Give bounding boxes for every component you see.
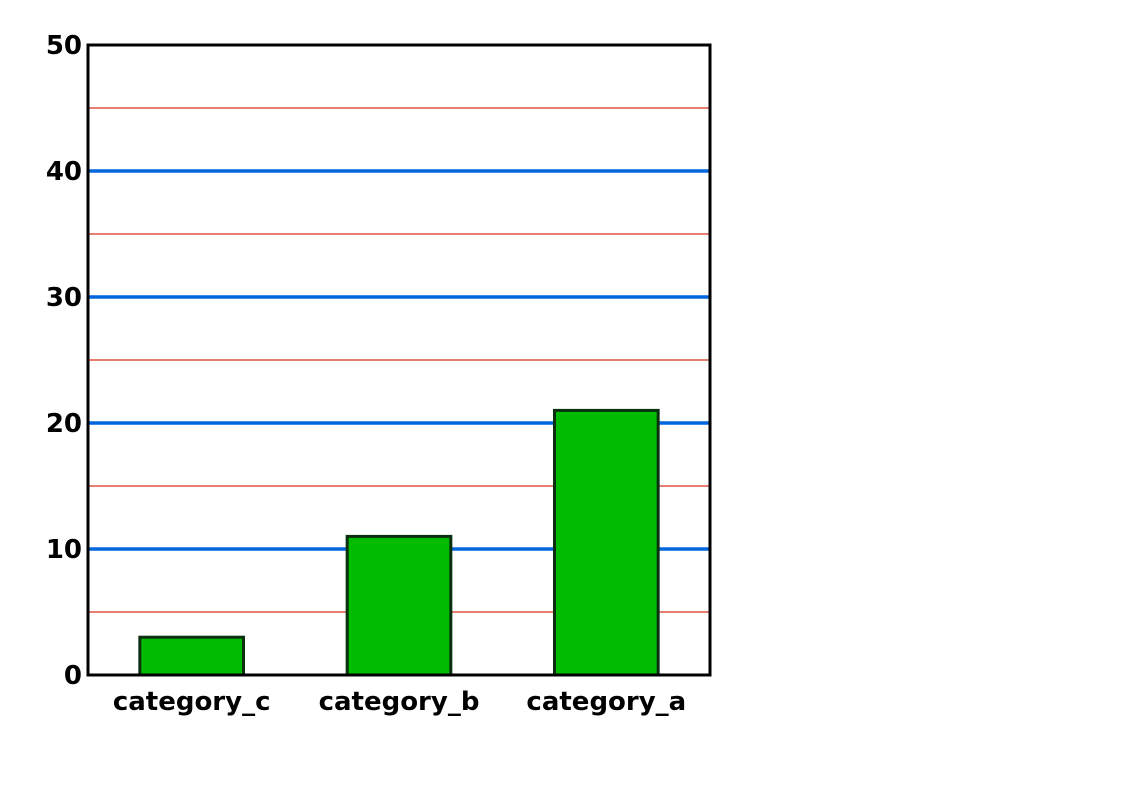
bar-category_b [345,534,453,677]
x-axis-ticks: category_c category_b category_a [113,687,686,717]
x-tick-label: category_b [319,687,480,717]
y-tick-label: 10 [46,535,82,565]
bar-category_a [553,408,660,677]
plot-frame [86,43,712,677]
y-tick-label: 30 [46,283,82,313]
bar-category_c [138,635,245,677]
y-axis-ticks: 0 10 20 30 40 50 [46,31,82,691]
bars [138,408,660,677]
x-tick-label: category_c [113,687,271,717]
y-tick-label: 50 [46,31,82,61]
x-tick-label: category_a [526,687,686,717]
y-tick-label: 40 [46,157,82,187]
y-tick-label: 0 [64,661,82,691]
y-tick-label: 20 [46,409,82,439]
